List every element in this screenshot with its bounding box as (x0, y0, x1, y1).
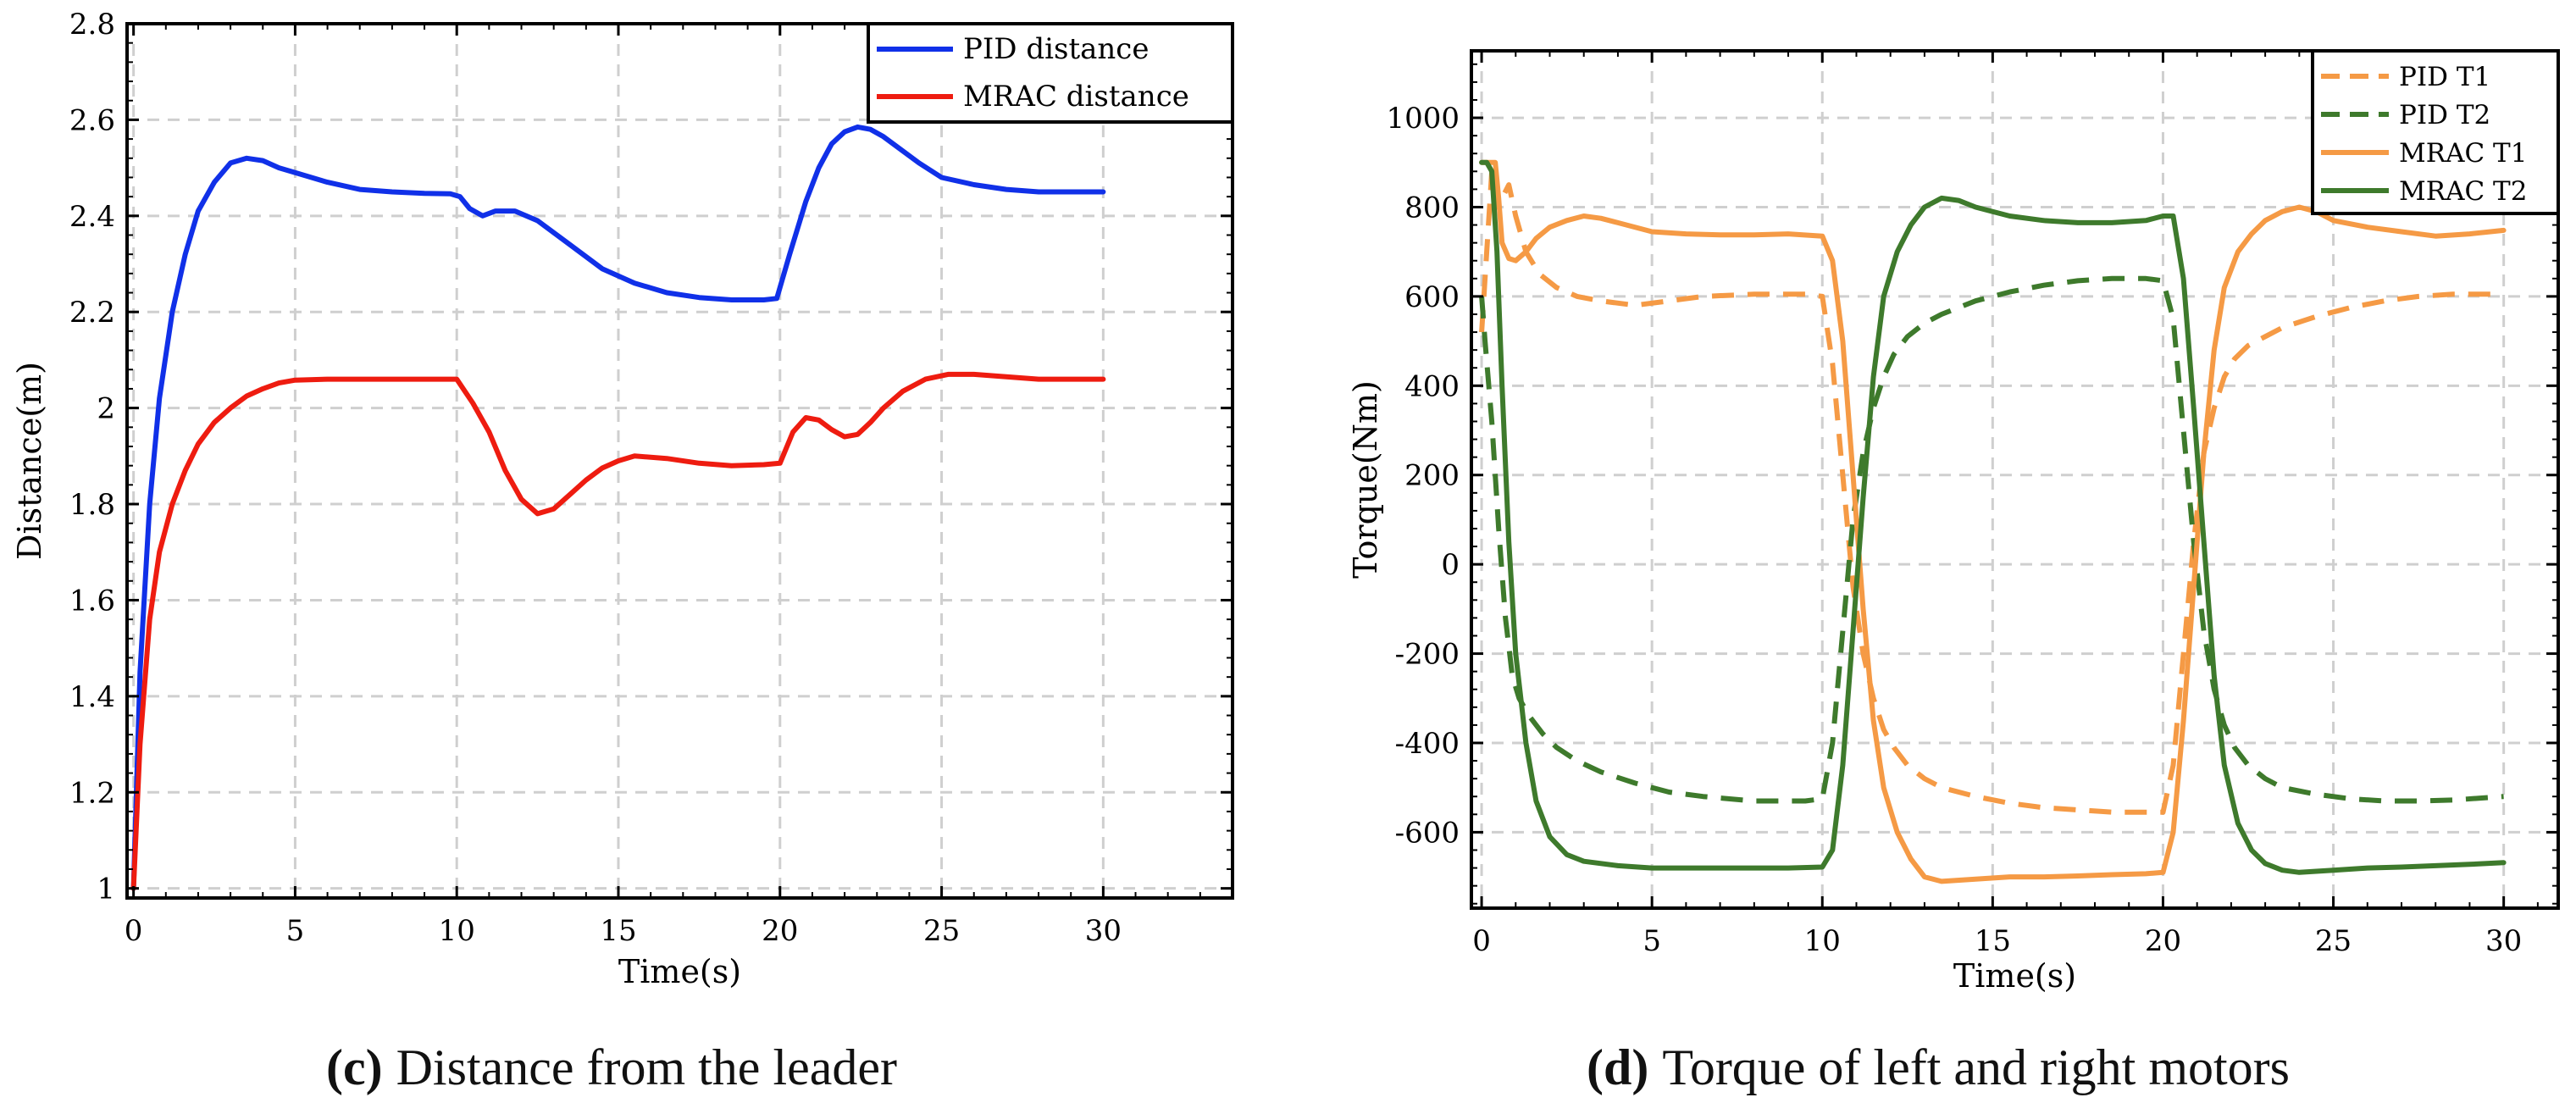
distance-legend-label-0: PID distance (963, 32, 1149, 66)
torque-xtick-label-6: 30 (2485, 924, 2522, 958)
torque-caption-label: (d) (1587, 1039, 1648, 1095)
torque-legend-label-3: MRAC T2 (2399, 176, 2527, 207)
torque-series (1479, 159, 2507, 884)
torque-ytick-label-2: -200 (1395, 638, 1460, 672)
torque-ytick-label-8: 1000 (1386, 102, 1460, 136)
torque-series-pid-t2 (1479, 275, 2504, 804)
torque-ytick-label-1: -400 (1395, 727, 1460, 761)
distance-ytick-label-0: 1 (97, 873, 115, 906)
torque-caption: (d) Torque of left and right motors (1587, 1039, 2290, 1095)
torque-ytick-label-0: -600 (1395, 816, 1460, 850)
distance-series-mrac-distance (130, 371, 1106, 891)
torque-legend-box (2311, 49, 2560, 215)
torque-ytick-label-6: 600 (1404, 280, 1460, 314)
torque-xtick-label-2: 10 (1804, 924, 1841, 958)
distance-ytick-label-7: 2.4 (69, 200, 115, 234)
distance-caption-label: (c) (326, 1039, 383, 1095)
torque-xtick-label-3: 15 (1975, 924, 2011, 958)
torque-ytick-label-7: 800 (1404, 191, 1460, 224)
torque-chart: 0 5 10 15 20 25 30 -600 -400 -200 0 200 400 600 800 100… (1347, 49, 2560, 1095)
torque-y-axis-label: Torque(Nm) (1347, 380, 1384, 579)
distance-ytick-label-6: 2.2 (69, 296, 115, 330)
torque-series-mrac-t2 (1479, 159, 2507, 875)
distance-ytick-label-4: 1.8 (69, 488, 115, 522)
distance-ytick-label-1: 1.2 (69, 776, 115, 810)
distance-xtick-label-3: 15 (600, 914, 636, 948)
torque-plot-frame (1470, 49, 2560, 910)
distance-ytick-label-2: 1.4 (69, 680, 115, 714)
torque-ytick-label-3: 0 (1441, 548, 1460, 582)
torque-xtick-label-1: 5 (1643, 924, 1661, 958)
torque-ytick-label-4: 200 (1404, 459, 1460, 493)
torque-xtick-label-5: 25 (2315, 924, 2352, 958)
distance-xtick-label-5: 25 (923, 914, 960, 948)
distance-legend-label-1: MRAC distance (963, 80, 1189, 114)
torque-series-mrac-t1 (1479, 159, 2507, 884)
torque-legend: PID T1 PID T2 MRAC T1 MRAC T2 (2311, 49, 2560, 215)
torque-series-pid-t1 (1479, 169, 2504, 815)
distance-xtick-label-0: 0 (125, 914, 143, 948)
distance-caption-text: Distance from the leader (396, 1039, 897, 1095)
torque-legend-label-2: MRAC T1 (2399, 138, 2527, 169)
distance-ticks: 0 5 10 15 20 25 30 1 1.2 1.4 1.6 1.8 2 2.2 2.4 2.6 2.8 (69, 8, 1233, 948)
distance-plot-frame (125, 22, 1234, 900)
distance-ytick-label-5: 2 (97, 392, 115, 426)
distance-ytick-label-3: 1.6 (69, 584, 115, 618)
distance-y-axis-label: Distance(m) (11, 362, 48, 560)
torque-ytick-label-5: 400 (1404, 369, 1460, 403)
torque-caption-text: Torque of left and right motors (1662, 1039, 2290, 1095)
distance-xtick-label-1: 5 (286, 914, 305, 948)
distance-xtick-label-2: 10 (439, 914, 475, 948)
distance-legend-box (867, 22, 1234, 124)
torque-x-axis-label: Time(s) (1953, 957, 2076, 995)
distance-chart: 0 5 10 15 20 25 30 1 1.2 1.4 1.6 1.8 2 2.2 2.4 2.6 2.8 T… (11, 8, 1234, 1095)
distance-ytick-label-8: 2.6 (69, 103, 115, 137)
distance-x-axis-label: Time(s) (618, 953, 741, 990)
torque-xtick-label-4: 20 (2145, 924, 2181, 958)
distance-xtick-label-4: 20 (762, 914, 798, 948)
distance-series-pid-distance (130, 124, 1106, 891)
distance-series (130, 124, 1106, 891)
distance-ytick-label-9: 2.8 (69, 8, 115, 42)
distance-caption: (c) Distance from the leader (326, 1039, 897, 1095)
distance-legend: PID distance MRAC distance (867, 22, 1234, 124)
torque-legend-label-1: PID T2 (2399, 100, 2490, 130)
distance-xtick-label-6: 30 (1085, 914, 1122, 948)
torque-legend-label-0: PID T1 (2399, 62, 2490, 92)
torque-xtick-label-0: 0 (1472, 924, 1491, 958)
